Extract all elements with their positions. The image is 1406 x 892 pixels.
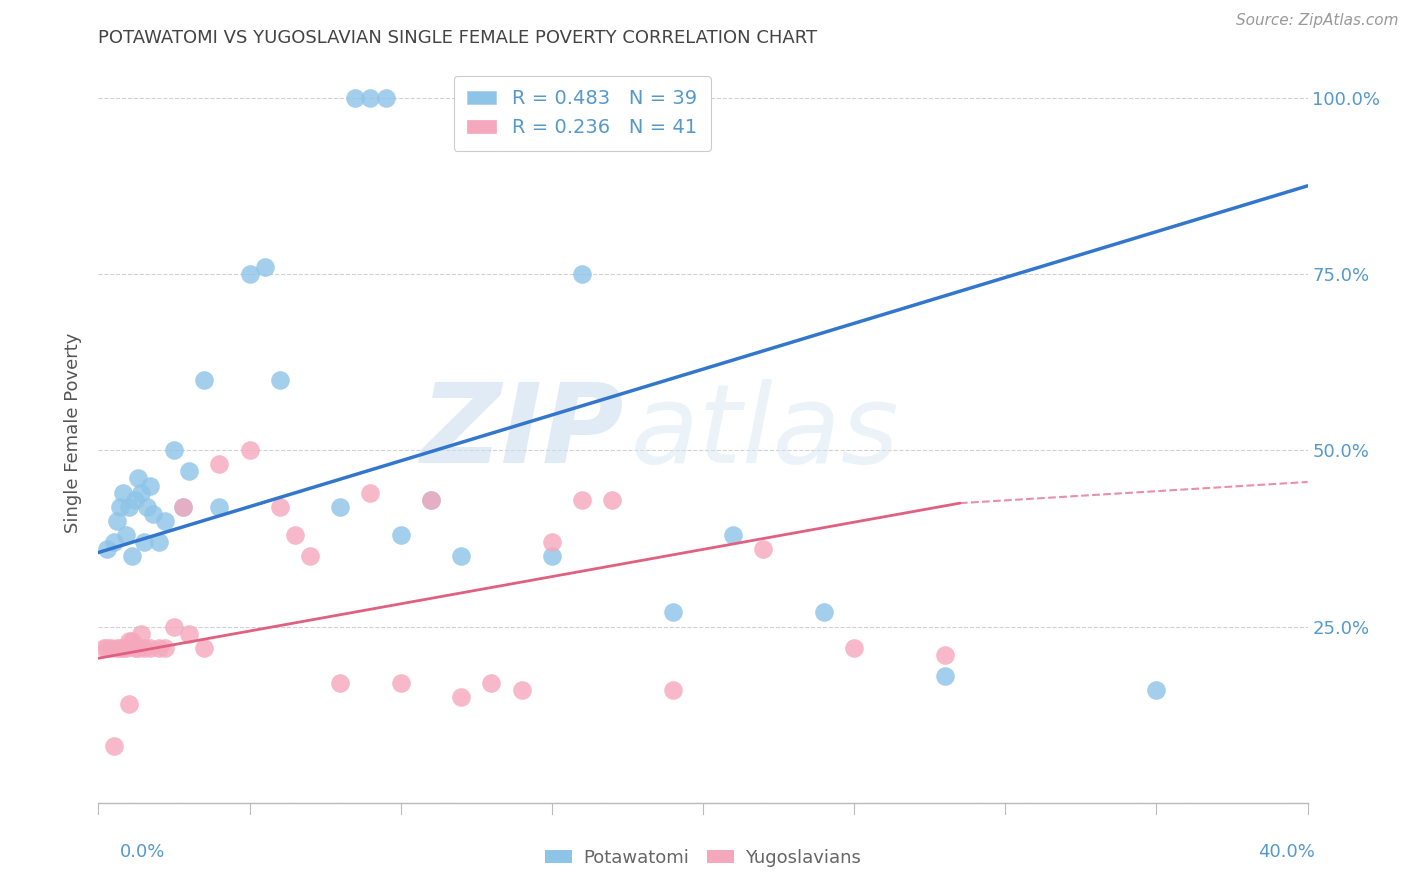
Legend: Potawatomi, Yugoslavians: Potawatomi, Yugoslavians [538, 842, 868, 874]
Point [329, 500, 352, 514]
Point [96, 541, 118, 556]
Text: ZIP: ZIP [420, 379, 624, 486]
Point [105, 514, 128, 528]
Point [934, 648, 956, 662]
Point [571, 267, 593, 281]
Point [540, 549, 562, 563]
Point [329, 676, 352, 690]
Point [129, 626, 152, 640]
Point [124, 492, 146, 507]
Point [100, 640, 122, 655]
Point [153, 640, 176, 655]
Point [934, 669, 956, 683]
Point [114, 528, 136, 542]
Point [96, 640, 118, 655]
Point [135, 500, 157, 514]
Point [121, 549, 143, 563]
Point [114, 640, 136, 655]
Point [153, 514, 176, 528]
Point [208, 500, 231, 514]
Point [360, 91, 382, 105]
Point [111, 485, 134, 500]
Y-axis label: Single Female Poverty: Single Female Poverty [65, 333, 83, 533]
Point [127, 640, 149, 655]
Point [844, 640, 866, 655]
Point [389, 528, 412, 542]
Point [111, 640, 134, 655]
Point [103, 739, 125, 754]
Point [108, 640, 131, 655]
Point [723, 528, 745, 542]
Point [299, 549, 322, 563]
Point [389, 676, 412, 690]
Text: Source: ZipAtlas.com: Source: ZipAtlas.com [1236, 13, 1399, 29]
Point [1144, 683, 1167, 698]
Point [344, 91, 367, 105]
Point [118, 697, 141, 711]
Point [105, 640, 128, 655]
Point [179, 626, 201, 640]
Point [148, 640, 170, 655]
Point [253, 260, 276, 274]
Text: 40.0%: 40.0% [1258, 843, 1315, 861]
Point [142, 507, 165, 521]
Point [420, 492, 443, 507]
Point [172, 500, 194, 514]
Point [239, 443, 262, 458]
Point [193, 373, 215, 387]
Point [602, 492, 624, 507]
Legend: R = 0.483   N = 39, R = 0.236   N = 41: R = 0.483 N = 39, R = 0.236 N = 41 [454, 76, 710, 151]
Point [269, 500, 291, 514]
Point [284, 528, 307, 542]
Point [139, 478, 162, 492]
Point [124, 640, 146, 655]
Point [813, 606, 835, 620]
Point [193, 640, 215, 655]
Point [269, 373, 291, 387]
Point [450, 549, 472, 563]
Point [360, 485, 382, 500]
Point [148, 535, 170, 549]
Point [118, 633, 141, 648]
Point [163, 619, 186, 633]
Point [208, 458, 231, 472]
Point [129, 485, 152, 500]
Point [239, 267, 262, 281]
Point [93, 640, 115, 655]
Point [420, 492, 443, 507]
Point [163, 443, 186, 458]
Point [540, 535, 562, 549]
Point [103, 535, 125, 549]
Point [571, 492, 593, 507]
Text: atlas: atlas [630, 379, 898, 486]
Point [481, 676, 503, 690]
Point [661, 683, 683, 698]
Point [179, 464, 201, 478]
Text: POTAWATOMI VS YUGOSLAVIAN SINGLE FEMALE POVERTY CORRELATION CHART: POTAWATOMI VS YUGOSLAVIAN SINGLE FEMALE … [98, 29, 817, 47]
Point [108, 500, 131, 514]
Text: 0.0%: 0.0% [120, 843, 165, 861]
Point [127, 471, 149, 485]
Point [139, 640, 162, 655]
Point [132, 535, 155, 549]
Point [752, 541, 775, 556]
Point [450, 690, 472, 704]
Point [374, 91, 396, 105]
Point [661, 606, 683, 620]
Point [132, 640, 155, 655]
Point [510, 683, 533, 698]
Point [118, 500, 141, 514]
Point [121, 633, 143, 648]
Point [172, 500, 194, 514]
